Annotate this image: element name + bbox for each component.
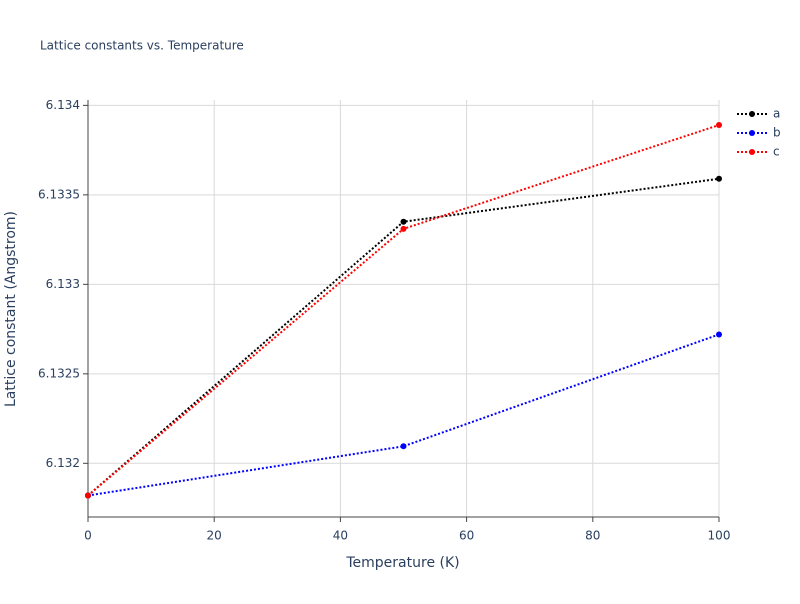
x-tick-label: 0 [84, 529, 92, 543]
legend-marker [749, 130, 755, 136]
legend-label: b [773, 126, 781, 140]
x-tick-label: 80 [585, 529, 600, 543]
y-axis-label: Lattice constant (Angstrom) [3, 211, 19, 407]
x-axis-label: Temperature (K) [345, 555, 459, 571]
y-tick-label: 6.1335 [38, 187, 80, 201]
y-tick-label: 6.1325 [38, 366, 80, 380]
data-point [85, 492, 91, 499]
data-point [400, 443, 407, 450]
data-point [716, 331, 722, 338]
data-point [400, 225, 407, 232]
data-point [716, 175, 722, 182]
data-point [716, 122, 722, 129]
y-tick-label: 6.133 [46, 277, 80, 291]
y-tick-label: 6.134 [46, 98, 80, 112]
series-line [87, 124, 720, 497]
x-tick-label: 100 [708, 529, 731, 543]
data-point [400, 218, 407, 225]
x-tick-label: 40 [333, 529, 348, 543]
y-tick-label: 6.132 [46, 456, 80, 470]
legend-label: a [773, 107, 780, 121]
x-tick-label: 60 [459, 529, 474, 543]
chart-title: Lattice constants vs. Temperature [40, 39, 244, 53]
legend-marker [749, 111, 755, 117]
legend-marker [749, 149, 755, 155]
legend-label: c [773, 145, 780, 159]
x-tick-label: 20 [207, 529, 222, 543]
